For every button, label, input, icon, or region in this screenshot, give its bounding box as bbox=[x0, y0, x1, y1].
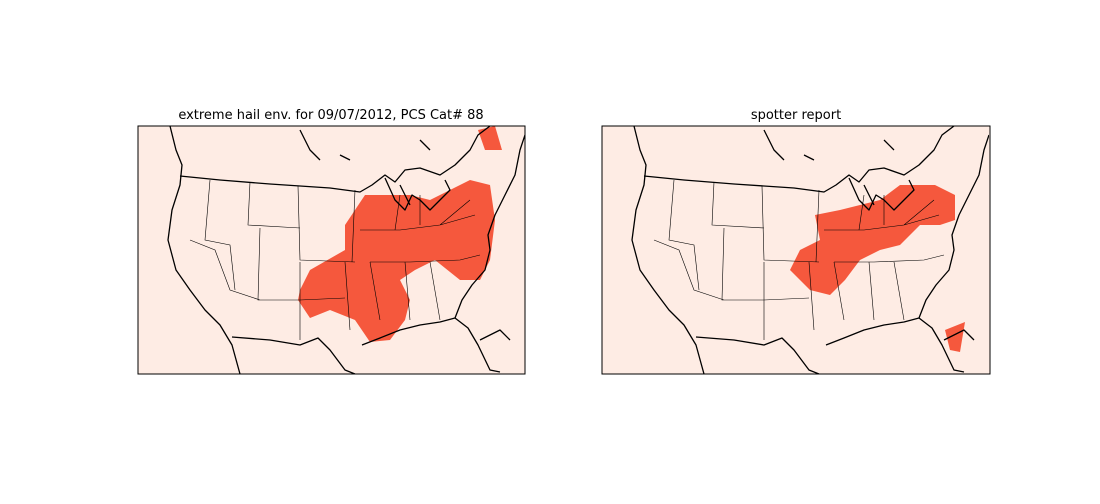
map-panel bbox=[137, 125, 526, 375]
map-content bbox=[167, 126, 525, 374]
hail-region bbox=[478, 126, 502, 150]
spotter-region bbox=[790, 185, 955, 295]
map-panel bbox=[601, 125, 991, 375]
panel-title: spotter report bbox=[751, 108, 841, 123]
map-frame bbox=[137, 125, 526, 375]
panel-title: extreme hail env. for 09/07/2012, PCS Ca… bbox=[178, 108, 483, 123]
map-frame bbox=[601, 125, 991, 375]
map-content bbox=[631, 126, 989, 374]
spotter-region bbox=[945, 322, 965, 352]
map-background bbox=[602, 126, 990, 374]
